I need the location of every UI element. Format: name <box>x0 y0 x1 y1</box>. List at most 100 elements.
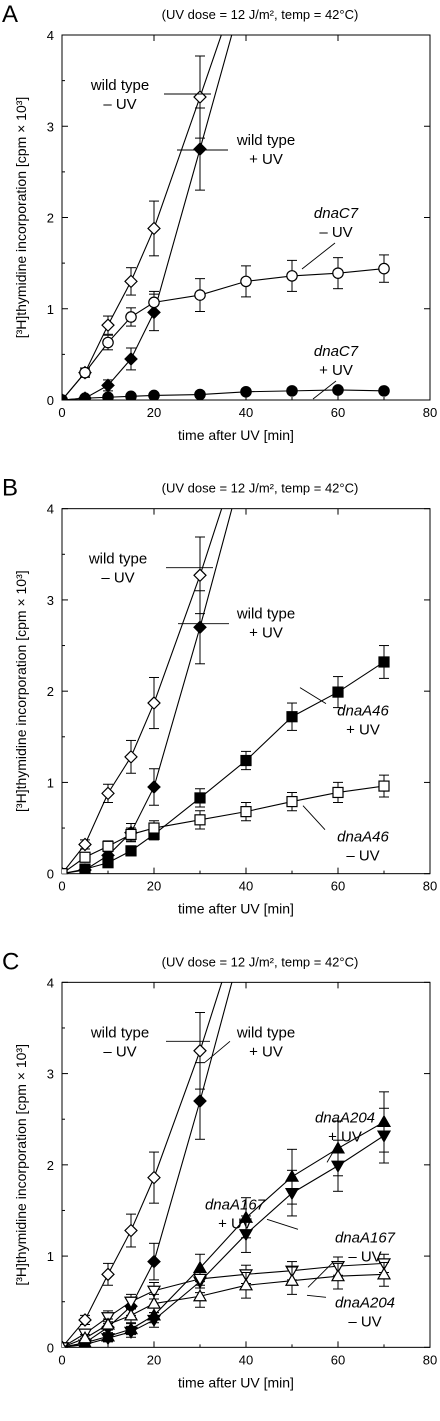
data-point <box>62 868 68 874</box>
annotation: wild type + UV <box>177 132 295 168</box>
annotation-condition: + UV <box>346 722 380 739</box>
data-point <box>79 863 91 874</box>
series-line <box>62 389 385 400</box>
data-point <box>193 90 207 104</box>
y-tick-label: 2 <box>47 211 54 226</box>
data-point <box>240 275 252 288</box>
series-line <box>62 785 385 874</box>
annotation-strain: dnaA204 <box>335 1294 395 1311</box>
series-line <box>62 1135 385 1348</box>
annotation: wild type + UV <box>178 606 295 642</box>
x-tick-label: 40 <box>239 1352 253 1367</box>
data-point <box>148 389 160 400</box>
x-tick-label: 20 <box>147 1352 161 1367</box>
data-point <box>193 142 207 156</box>
data-point <box>146 1296 162 1309</box>
series-3 <box>62 1107 392 1348</box>
y-axis-label: [³H]thymidine incorporation [cpm × 10³] <box>13 1044 29 1286</box>
data-point <box>101 318 115 333</box>
x-tick-label: 60 <box>331 405 345 420</box>
annotation: wild type – UV <box>88 551 213 587</box>
series-group <box>62 35 390 400</box>
y-axis-label: [³H]thymidine incorporation [cpm × 10³] <box>13 97 29 339</box>
data-point <box>102 336 114 349</box>
annotation-condition: – UV <box>101 570 134 587</box>
series-line <box>62 1262 385 1348</box>
annotation-strain: wild type <box>236 606 295 623</box>
data-point <box>146 1285 162 1298</box>
y-axis-label: [³H]thymidine incorporation [cpm × 10³] <box>13 570 29 812</box>
x-tick-label: 80 <box>423 879 437 894</box>
data-point <box>79 366 91 379</box>
x-tick-label: 0 <box>58 405 65 420</box>
annotation-strain: dnaA204 <box>315 1109 375 1126</box>
y-tick-label: 3 <box>47 119 54 134</box>
data-point <box>77 1331 93 1344</box>
x-tick-label: 60 <box>331 1352 345 1367</box>
data-point <box>240 754 252 767</box>
data-point <box>100 1317 116 1330</box>
y-tick-label: 1 <box>47 302 54 317</box>
panel-condition: (UV dose = 12 J/m², temp = 42°C) <box>162 481 359 496</box>
annotation-condition: – UV <box>346 848 379 865</box>
data-point <box>378 656 390 668</box>
series-0 <box>62 35 222 400</box>
data-point <box>238 1229 254 1242</box>
annotation-strain: wild type <box>236 1024 295 1041</box>
annotation-strain: wild type <box>90 1024 149 1041</box>
data-point <box>286 385 298 397</box>
data-point <box>78 1313 92 1327</box>
data-point <box>148 822 160 834</box>
annotation-strain: dnaC7 <box>314 205 359 222</box>
y-tick-label: 4 <box>47 502 54 517</box>
data-point <box>192 1289 208 1302</box>
annotation-strain: dnaC7 <box>314 343 359 360</box>
annotation-condition: + UV <box>328 1128 362 1145</box>
data-point <box>62 394 68 400</box>
data-point <box>125 311 137 323</box>
data-point <box>194 814 206 826</box>
data-point <box>147 696 161 710</box>
series-group <box>62 982 392 1348</box>
y-tick-label: 3 <box>47 593 54 608</box>
y-tick-label: 4 <box>47 975 54 990</box>
annotation-condition: – UV <box>348 1313 381 1330</box>
annotation-strain: dnaA46 <box>337 703 389 720</box>
y-tick-label: 1 <box>47 775 54 790</box>
annotation-condition: + UV <box>249 625 283 642</box>
series-1 <box>62 508 233 874</box>
panel-letter: C <box>2 948 19 975</box>
data-point <box>147 221 161 236</box>
data-point <box>79 851 91 863</box>
data-point <box>193 620 207 635</box>
series-line <box>62 268 385 400</box>
data-point <box>102 857 114 869</box>
annotation-condition: – UV <box>319 224 352 241</box>
data-point <box>147 1170 161 1185</box>
data-point <box>376 1267 392 1280</box>
series-group <box>62 508 390 874</box>
data-point <box>332 384 344 396</box>
data-point <box>378 385 390 397</box>
data-point <box>330 1268 346 1282</box>
data-point <box>125 828 137 841</box>
series-line <box>62 35 222 400</box>
annotation: wild type – UV <box>90 77 211 113</box>
data-point <box>284 1273 300 1286</box>
data-point <box>78 837 92 852</box>
data-point <box>286 711 298 723</box>
annotation-leader <box>299 687 327 705</box>
data-point <box>286 795 298 808</box>
series-1 <box>62 35 233 400</box>
y-tick-label: 2 <box>47 684 54 699</box>
series-line <box>62 982 223 1348</box>
data-point <box>148 296 160 309</box>
data-point <box>192 1273 208 1287</box>
annotation: dnaA46 + UV <box>299 687 390 739</box>
series-2 <box>62 254 390 400</box>
annotation-leader <box>312 380 337 400</box>
data-point <box>124 352 138 366</box>
annotation: dnaA167 – UV <box>307 1229 396 1288</box>
y-tick-label: 4 <box>47 28 54 43</box>
annotation-leader <box>306 1294 327 1298</box>
